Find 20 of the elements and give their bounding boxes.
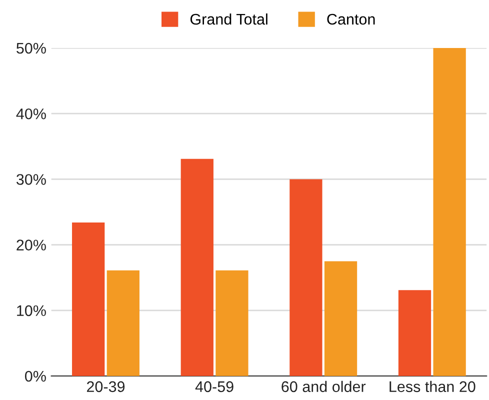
x-tick-label: 40-59 (195, 381, 234, 392)
y-tick-label: 20% (16, 240, 46, 250)
bar (398, 290, 432, 376)
x-tick-label: Less than 20 (390, 380, 476, 392)
x-tick-label: 60 and older (282, 380, 366, 392)
y-tick-label: 30% (16, 174, 46, 185)
bar (106, 270, 140, 376)
x-tick-label: 20-39 (86, 381, 125, 392)
y-tick-label: 50% (16, 42, 46, 54)
bar (290, 179, 322, 376)
bar (216, 270, 248, 376)
y-tick-label: 10% (17, 305, 46, 316)
bar (72, 222, 105, 376)
y-tick-label: 0% (25, 370, 46, 382)
legend-label: Grand Total (190, 13, 268, 25)
bar (324, 261, 358, 376)
legend-label: Canton (327, 14, 375, 25)
bar (180, 158, 214, 376)
bar (433, 48, 466, 376)
y-tick-label: 40% (16, 108, 46, 120)
